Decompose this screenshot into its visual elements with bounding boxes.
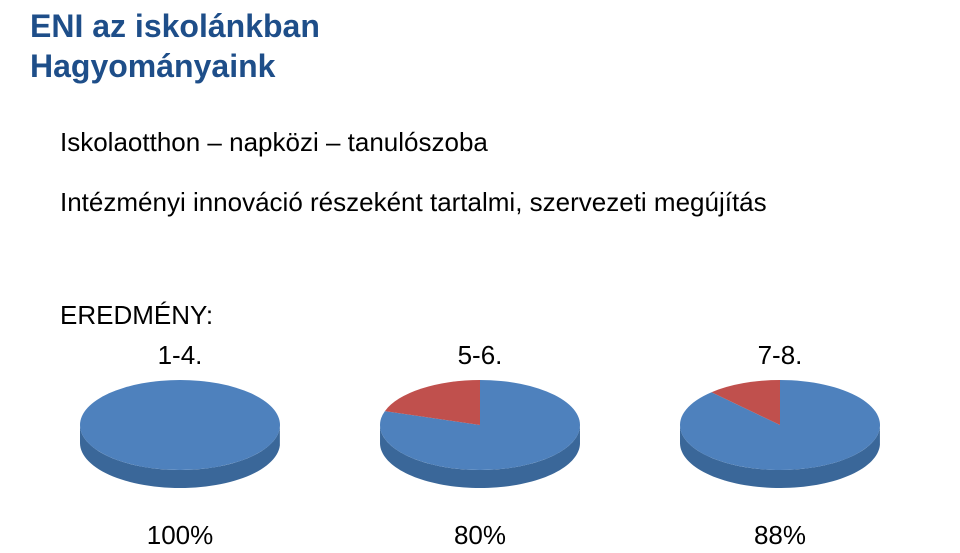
- chart-label-3: 7-8.: [650, 340, 910, 371]
- chart-percent-1: 100%: [50, 520, 310, 551]
- slide: ENI az iskolánkban Hagyományaink Iskolao…: [0, 0, 960, 553]
- title-line-2: Hagyományaink: [30, 46, 320, 86]
- body-text: Iskolaotthon – napközi – tanulószoba Int…: [60, 122, 767, 223]
- body-line-1: Iskolaotthon – napközi – tanulószoba: [60, 122, 767, 164]
- chart-label-2: 5-6.: [350, 340, 610, 371]
- spacer: [60, 164, 767, 182]
- pie-chart-1: [75, 375, 285, 523]
- result-label: EREDMÉNY:: [60, 300, 213, 331]
- chart-percent-2: 80%: [350, 520, 610, 551]
- pie-chart-2: [375, 375, 585, 523]
- body-line-2: Intézményi innováció részeként tartalmi,…: [60, 182, 767, 224]
- pie-3-container: [650, 375, 910, 523]
- chart-percent-3: 88%: [650, 520, 910, 551]
- pie-chart-3: [675, 375, 885, 523]
- title-block: ENI az iskolánkban Hagyományaink: [30, 6, 320, 86]
- pie-1-container: [50, 375, 310, 523]
- title-line-1: ENI az iskolánkban: [30, 6, 320, 46]
- pie-2-container: [350, 375, 610, 523]
- chart-label-1: 1-4.: [50, 340, 310, 371]
